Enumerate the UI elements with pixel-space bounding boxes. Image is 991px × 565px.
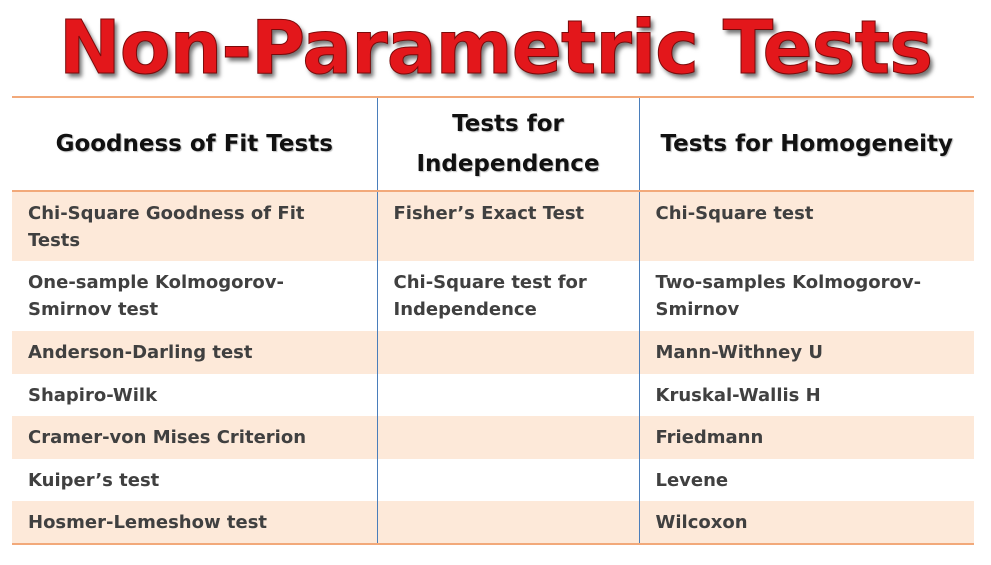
table-cell: Kuiper’s test bbox=[28, 469, 160, 491]
table-cell: Anderson-Darling test bbox=[28, 342, 253, 363]
table-cell: Mann-Withney U bbox=[638, 331, 974, 374]
table-row: One-sample Kolmogorov-Smirnov test Chi-S… bbox=[12, 261, 974, 331]
table-row: Hosmer-Lemeshow test Wilcoxon bbox=[12, 501, 974, 544]
table-cell: Hosmer-Lemeshow test bbox=[28, 512, 268, 533]
table-row: Cramer-von Mises Criterion Friedmann bbox=[12, 416, 974, 459]
table-row: Kuiper’s test Levene bbox=[12, 458, 974, 501]
table-cell: Kruskal-Wallis H bbox=[638, 373, 974, 416]
table-row: Shapiro-Wilk Kruskal-Wallis H bbox=[12, 373, 974, 416]
table-cell: One-sample Kolmogorov-Smirnov test bbox=[28, 272, 284, 320]
header-homogeneity: Tests for Homogeneity bbox=[638, 97, 974, 191]
page-title: Non-Parametric Tests bbox=[58, 5, 933, 92]
table-cell bbox=[376, 458, 639, 501]
table-cell bbox=[376, 331, 639, 374]
table-cell: Shapiro-Wilk bbox=[28, 384, 158, 406]
table-cell: Chi-Square test bbox=[638, 191, 974, 261]
table-cell: Wilcoxon bbox=[638, 501, 974, 544]
table-cell: Chi-Square Goodness of Fit Tests bbox=[28, 203, 305, 251]
header-goodness-of-fit: Goodness of Fit Tests bbox=[55, 131, 333, 157]
table-cell: Fisher’s Exact Test bbox=[376, 191, 639, 261]
table-cell: Two-samples Kolmogorov-Smirnov bbox=[638, 261, 974, 331]
table-cell: Cramer-von Mises Criterion bbox=[28, 427, 307, 448]
table-cell: Chi-Square test for Independence bbox=[376, 261, 639, 331]
header-independence: Tests for Independence bbox=[376, 97, 639, 191]
table-cell: Friedmann bbox=[638, 416, 974, 459]
table-header-row: Goodness of Fit Tests Tests for Independ… bbox=[12, 97, 974, 191]
table-cell bbox=[376, 373, 639, 416]
table-row: Anderson-Darling test Mann-Withney U bbox=[12, 331, 974, 374]
table-cell bbox=[376, 416, 639, 459]
tests-table: Goodness of Fit Tests Tests for Independ… bbox=[12, 96, 974, 545]
table-row: Chi-Square Goodness of Fit Tests Fisher’… bbox=[12, 191, 974, 261]
table-cell bbox=[376, 501, 639, 544]
table-cell: Levene bbox=[638, 458, 974, 501]
